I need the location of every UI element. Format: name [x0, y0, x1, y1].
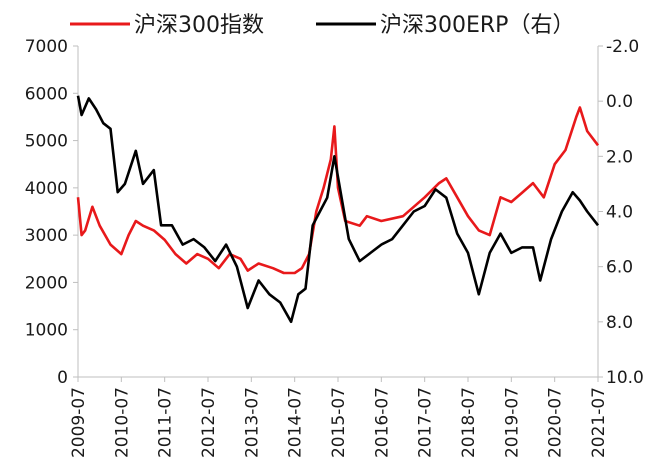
x-tick-label: 2011-07: [156, 387, 176, 458]
y-right-tick-label: 4.0: [606, 203, 633, 223]
x-tick-label: 2018-07: [459, 387, 479, 458]
series-line-index: [76, 106, 600, 275]
x-tick-label: 2016-07: [372, 387, 392, 458]
y-left-tick-label: 0: [57, 368, 68, 388]
legend-label-index: 沪深300指数: [134, 13, 264, 38]
y-left-tick-label: 5000: [25, 132, 68, 152]
x-tick-label: 2017-07: [416, 387, 436, 458]
legend: 沪深300指数 沪深300ERP（右）: [70, 13, 574, 38]
legend-label-erp: 沪深300ERP（右）: [380, 13, 574, 38]
x-tick-label: 2020-07: [546, 387, 566, 458]
y-left-tick-label: 6000: [25, 84, 68, 104]
y-right-tick-label: 0.0: [606, 92, 633, 112]
x-tick-label: 2015-07: [329, 387, 349, 458]
x-tick-label: 2019-07: [502, 387, 522, 458]
x-tick-label: 2013-07: [242, 387, 262, 458]
y-right-tick-label: 6.0: [606, 258, 633, 278]
x-tick-label: 2009-07: [69, 387, 89, 458]
x-tick-label: 2014-07: [286, 387, 306, 458]
y-left-tick-label: 1000: [25, 321, 68, 341]
y-left-tick-label: 4000: [25, 179, 68, 199]
y-right-tick-label: 2.0: [606, 147, 633, 167]
y-left-tick-label: 7000: [25, 37, 68, 57]
y-right-tick-label: -2.0: [606, 37, 639, 57]
x-tick-label: 2010-07: [112, 387, 132, 458]
y-left-tick-label: 3000: [25, 226, 68, 246]
series-line-erp: [76, 95, 600, 324]
y-right-tick-label: 10.0: [606, 368, 644, 388]
x-tick-label: 2012-07: [199, 387, 219, 458]
plot-area: 0 1000 2000 3000 4000 5000 6000 7000 -2.0 0.0 2.0 4…: [25, 37, 644, 458]
y-right-tick-label: 8.0: [606, 313, 633, 333]
x-tick-label: 2021-07: [589, 387, 609, 458]
y-left-tick-label: 2000: [25, 273, 68, 293]
